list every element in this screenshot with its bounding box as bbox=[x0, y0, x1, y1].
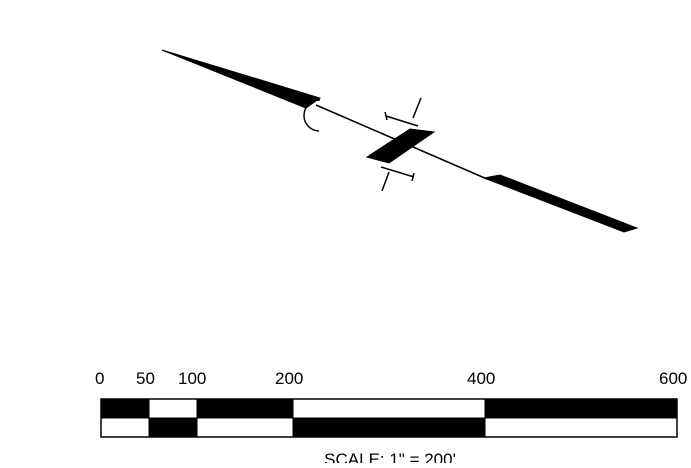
right-wing bbox=[482, 174, 639, 233]
scale-segment bbox=[100, 417, 150, 438]
scale-bar: 0 50 100 200 400 600 SCALE: 1" = 200' bbox=[95, 369, 687, 468]
scale-segment bbox=[293, 418, 485, 437]
dimension-cap bbox=[411, 172, 415, 182]
scale-segment bbox=[149, 418, 197, 437]
scale-segment bbox=[197, 399, 293, 418]
arc bbox=[303, 99, 321, 132]
scale-label: 100 bbox=[178, 369, 206, 388]
scale-label: 200 bbox=[275, 369, 303, 388]
scale-label: 50 bbox=[136, 369, 155, 388]
dimension-line bbox=[380, 166, 415, 178]
scale-label: 400 bbox=[467, 369, 495, 388]
scale-caption: SCALE: 1" = 200' bbox=[324, 450, 456, 463]
plan-figure bbox=[161, 49, 639, 233]
scale-segment bbox=[292, 398, 486, 419]
dimension-line bbox=[385, 115, 419, 127]
slash bbox=[381, 171, 390, 192]
scale-segment bbox=[196, 417, 294, 438]
scale-outline bbox=[100, 398, 678, 438]
left-wing bbox=[161, 49, 322, 109]
scale-segment bbox=[485, 399, 677, 418]
scale-segment bbox=[484, 417, 678, 438]
scale-label: 600 bbox=[659, 369, 687, 388]
scale-segment bbox=[148, 398, 198, 419]
slash bbox=[412, 97, 422, 119]
scale-label: 0 bbox=[95, 369, 104, 388]
scale-segment bbox=[101, 399, 149, 418]
center-block bbox=[365, 128, 436, 164]
dimension-cap bbox=[384, 111, 388, 121]
